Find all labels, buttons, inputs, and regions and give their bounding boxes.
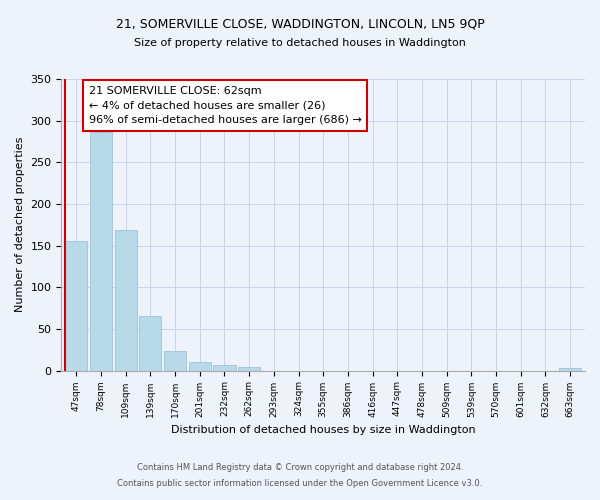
X-axis label: Distribution of detached houses by size in Waddington: Distribution of detached houses by size … xyxy=(171,425,476,435)
Bar xyxy=(90,132,112,370)
Bar xyxy=(559,368,581,370)
Bar xyxy=(164,350,186,370)
Text: Contains HM Land Registry data © Crown copyright and database right 2024.: Contains HM Land Registry data © Crown c… xyxy=(137,464,463,472)
Bar xyxy=(188,362,211,370)
Bar xyxy=(115,230,137,370)
Text: 21, SOMERVILLE CLOSE, WADDINGTON, LINCOLN, LN5 9QP: 21, SOMERVILLE CLOSE, WADDINGTON, LINCOL… xyxy=(116,18,484,30)
Bar xyxy=(65,242,88,370)
Bar xyxy=(139,316,161,370)
Text: 21 SOMERVILLE CLOSE: 62sqm
← 4% of detached houses are smaller (26)
96% of semi-: 21 SOMERVILLE CLOSE: 62sqm ← 4% of detac… xyxy=(89,86,361,126)
Y-axis label: Number of detached properties: Number of detached properties xyxy=(15,137,25,312)
Text: Contains public sector information licensed under the Open Government Licence v3: Contains public sector information licen… xyxy=(118,478,482,488)
Text: Size of property relative to detached houses in Waddington: Size of property relative to detached ho… xyxy=(134,38,466,48)
Bar xyxy=(238,367,260,370)
Bar xyxy=(213,364,236,370)
